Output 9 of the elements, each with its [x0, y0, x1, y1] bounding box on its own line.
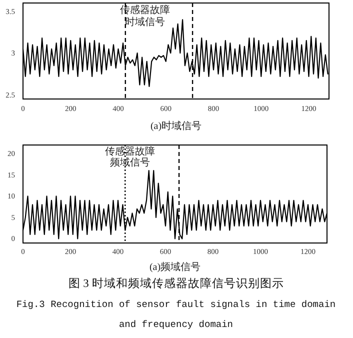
- annotation: 时域信号: [125, 16, 165, 28]
- caption: Fig.3 Recognition of sensor fault signals in time domain: [16, 299, 336, 310]
- x-axis-title: (a)时域信号: [150, 120, 202, 132]
- annotation: 频域信号: [110, 156, 150, 168]
- annotation: 传感器故障: [120, 4, 170, 16]
- caption: 图 3 时域和频域传感器故障信号识别图示: [68, 276, 284, 290]
- annotation: 传感器故障: [105, 146, 155, 158]
- text: and frequency domain: [118, 319, 234, 330]
- x-axis-title: (a)频域信号: [149, 261, 201, 273]
